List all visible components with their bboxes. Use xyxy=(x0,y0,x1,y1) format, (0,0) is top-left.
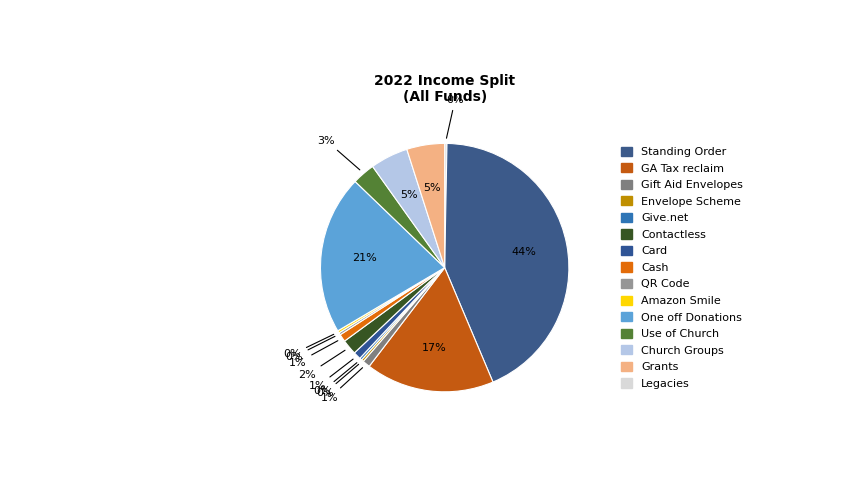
Text: 0%: 0% xyxy=(316,364,358,398)
Text: 3%: 3% xyxy=(318,136,360,170)
Wedge shape xyxy=(369,268,493,392)
Wedge shape xyxy=(339,268,445,335)
Text: 0%: 0% xyxy=(283,334,334,359)
Wedge shape xyxy=(354,268,445,358)
Wedge shape xyxy=(362,268,445,362)
Text: 0%: 0% xyxy=(285,337,335,362)
Wedge shape xyxy=(345,268,445,353)
Text: 21%: 21% xyxy=(352,253,377,263)
Legend: Standing Order, GA Tax reclaim, Gift Aid Envelopes, Envelope Scheme, Give.net, C: Standing Order, GA Tax reclaim, Gift Aid… xyxy=(621,147,743,389)
Text: 0%: 0% xyxy=(314,363,357,396)
Text: 1%: 1% xyxy=(288,340,338,368)
Wedge shape xyxy=(445,144,569,382)
Wedge shape xyxy=(360,268,445,360)
Wedge shape xyxy=(355,166,445,268)
Text: 0%: 0% xyxy=(447,95,464,138)
Title: 2022 Income Split
(All Funds): 2022 Income Split (All Funds) xyxy=(374,74,516,104)
Text: 5%: 5% xyxy=(423,183,441,193)
Text: 1%: 1% xyxy=(309,359,353,392)
Wedge shape xyxy=(340,268,445,341)
Wedge shape xyxy=(407,143,445,268)
Text: 17%: 17% xyxy=(422,343,447,353)
Text: 1%: 1% xyxy=(321,368,362,402)
Wedge shape xyxy=(363,268,445,366)
Wedge shape xyxy=(338,268,445,333)
Text: 5%: 5% xyxy=(399,190,417,200)
Wedge shape xyxy=(445,143,447,268)
Wedge shape xyxy=(373,149,445,268)
Text: 44%: 44% xyxy=(511,247,537,257)
Text: 2%: 2% xyxy=(298,350,345,380)
Wedge shape xyxy=(320,182,445,331)
